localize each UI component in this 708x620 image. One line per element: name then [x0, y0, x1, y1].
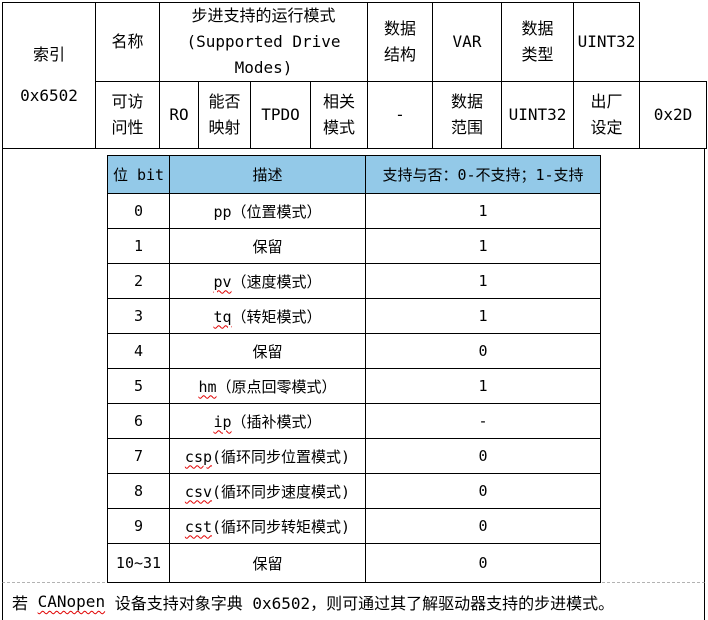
bit-support-cell: 0 — [365, 508, 601, 544]
bit-row: 10~31 保留 0 — [107, 543, 601, 583]
bit-definition-table: 位 bit 描述 支持与否：0-不支持；1-支持 0 pp（位置模式） 1 1 保留 1 2… — [107, 155, 601, 583]
bit-number-cell: 5 — [107, 368, 170, 404]
bit-row: 1 保留 1 — [107, 228, 601, 264]
bit-table-zone: 位 bit 描述 支持与否：0-不支持；1-支持 0 pp（位置模式） 1 1 保留 1 2… — [2, 149, 705, 583]
mode-abbreviation: csp — [184, 447, 213, 466]
bit-support-cell: 0 — [365, 543, 601, 583]
bit-number-cell: 9 — [107, 508, 170, 544]
bit-support-cell: 1 — [365, 228, 601, 264]
bit-support-cell: 0 — [365, 333, 601, 369]
mode-abbreviation: cst — [184, 517, 213, 536]
bit-row: 0 pp（位置模式） 1 — [107, 193, 601, 229]
mappable-value-cell: TPDO — [250, 81, 311, 149]
index-cell: 索引 0x6502 — [2, 2, 96, 149]
bit-number-cell: 2 — [107, 263, 170, 299]
bit-support-cell: 1 — [365, 263, 601, 299]
bit-number-cell: 4 — [107, 333, 170, 369]
bit-table-header-row: 位 bit 描述 支持与否：0-不支持；1-支持 — [107, 155, 601, 194]
data-type-label-cell: 数据 类型 — [501, 2, 574, 82]
bit-number-cell: 6 — [107, 403, 170, 439]
bit-description-cell: hm（原点回零模式） — [169, 368, 366, 404]
bit-description-cell: 保留 — [169, 333, 366, 369]
index-value: 0x6502 — [20, 86, 78, 105]
bit-row: 9 cst(循环同步转矩模式) 0 — [107, 508, 601, 544]
data-type-value-cell: UINT32 — [573, 2, 640, 82]
data-structure-value-cell: VAR — [432, 2, 502, 82]
bit-support-cell: - — [365, 403, 601, 439]
description-column-header: 描述 — [169, 155, 366, 194]
bit-row: 5 hm（原点回零模式） 1 — [107, 368, 601, 404]
name-label-cell: 名称 — [95, 2, 160, 82]
bit-number-cell: 8 — [107, 473, 170, 509]
bit-description-cell: pp（位置模式） — [169, 193, 366, 229]
bit-number-cell: 0 — [107, 193, 170, 229]
mode-abbreviation: pp — [213, 202, 232, 221]
mode-abbreviation: csv — [184, 482, 213, 501]
bit-row: 8 csv(循环同步速度模式) 0 — [107, 473, 601, 509]
bit-description-cell: cst(循环同步转矩模式) — [169, 508, 366, 544]
bit-description-cell: csv(循环同步速度模式) — [169, 473, 366, 509]
data-range-label-cell: 数据 范围 — [432, 81, 502, 149]
mode-abbreviation: pv — [213, 272, 232, 291]
bit-support-cell: 0 — [365, 438, 601, 474]
bit-row: 4 保留 0 — [107, 333, 601, 369]
bit-column-header: 位 bit — [107, 155, 170, 194]
bit-number-cell: 1 — [107, 228, 170, 264]
footnote-prefix: 若 — [12, 593, 38, 613]
footnote-keyword: CANopen — [37, 592, 106, 611]
footnote: 若 CANopen 设备支持对象字典 0x6502，则可通过其了解驱动器支持的步… — [2, 583, 705, 620]
bit-description-cell: tq（转矩模式） — [169, 298, 366, 334]
bit-number-cell: 10~31 — [107, 543, 170, 583]
bit-description-cell: 保留 — [169, 228, 366, 264]
related-mode-value-cell: - — [367, 81, 433, 149]
mode-abbreviation: hm — [198, 377, 217, 396]
bit-description-cell: 保留 — [169, 543, 366, 583]
bit-description-cell: ip（插补模式） — [169, 403, 366, 439]
bit-row: 2 pv（速度模式） 1 — [107, 263, 601, 299]
factory-default-value-cell: 0x2D — [639, 81, 707, 149]
bit-description-cell: csp(循环同步位置模式) — [169, 438, 366, 474]
bit-support-cell: 1 — [365, 298, 601, 334]
name-value-cell: 步进支持的运行模式(Supported Drive Modes) — [159, 2, 368, 82]
bit-row: 3 tq（转矩模式） 1 — [107, 298, 601, 334]
factory-default-label-cell: 出厂 设定 — [573, 81, 640, 149]
bit-support-cell: 1 — [365, 193, 601, 229]
bit-number-cell: 7 — [107, 438, 170, 474]
support-column-header: 支持与否：0-不支持；1-支持 — [365, 155, 601, 194]
bit-row: 7 csp(循环同步位置模式) 0 — [107, 438, 601, 474]
access-label-cell: 可访 问性 — [95, 81, 160, 149]
object-header-table: 索引 0x6502 名称 步进支持的运行模式(Supported Drive M… — [2, 2, 707, 149]
data-range-value-cell: UINT32 — [501, 81, 574, 149]
related-mode-label-cell: 相关 模式 — [310, 81, 368, 149]
mode-abbreviation: tq — [213, 307, 232, 326]
bit-row: 6 ip（插补模式） - — [107, 403, 601, 439]
bit-support-cell: 0 — [365, 473, 601, 509]
bit-support-cell: 1 — [365, 368, 601, 404]
footnote-suffix: 设备支持对象字典 0x6502，则可通过其了解驱动器支持的步进模式。 — [105, 593, 615, 613]
mappable-label-cell: 能否 映射 — [198, 81, 251, 149]
bit-description-cell: pv（速度模式） — [169, 263, 366, 299]
data-structure-label-cell: 数据 结构 — [367, 2, 433, 82]
access-value-cell: RO — [159, 81, 199, 149]
index-label: 索引 — [32, 45, 65, 64]
bit-number-cell: 3 — [107, 298, 170, 334]
mode-abbreviation: ip — [213, 412, 232, 431]
